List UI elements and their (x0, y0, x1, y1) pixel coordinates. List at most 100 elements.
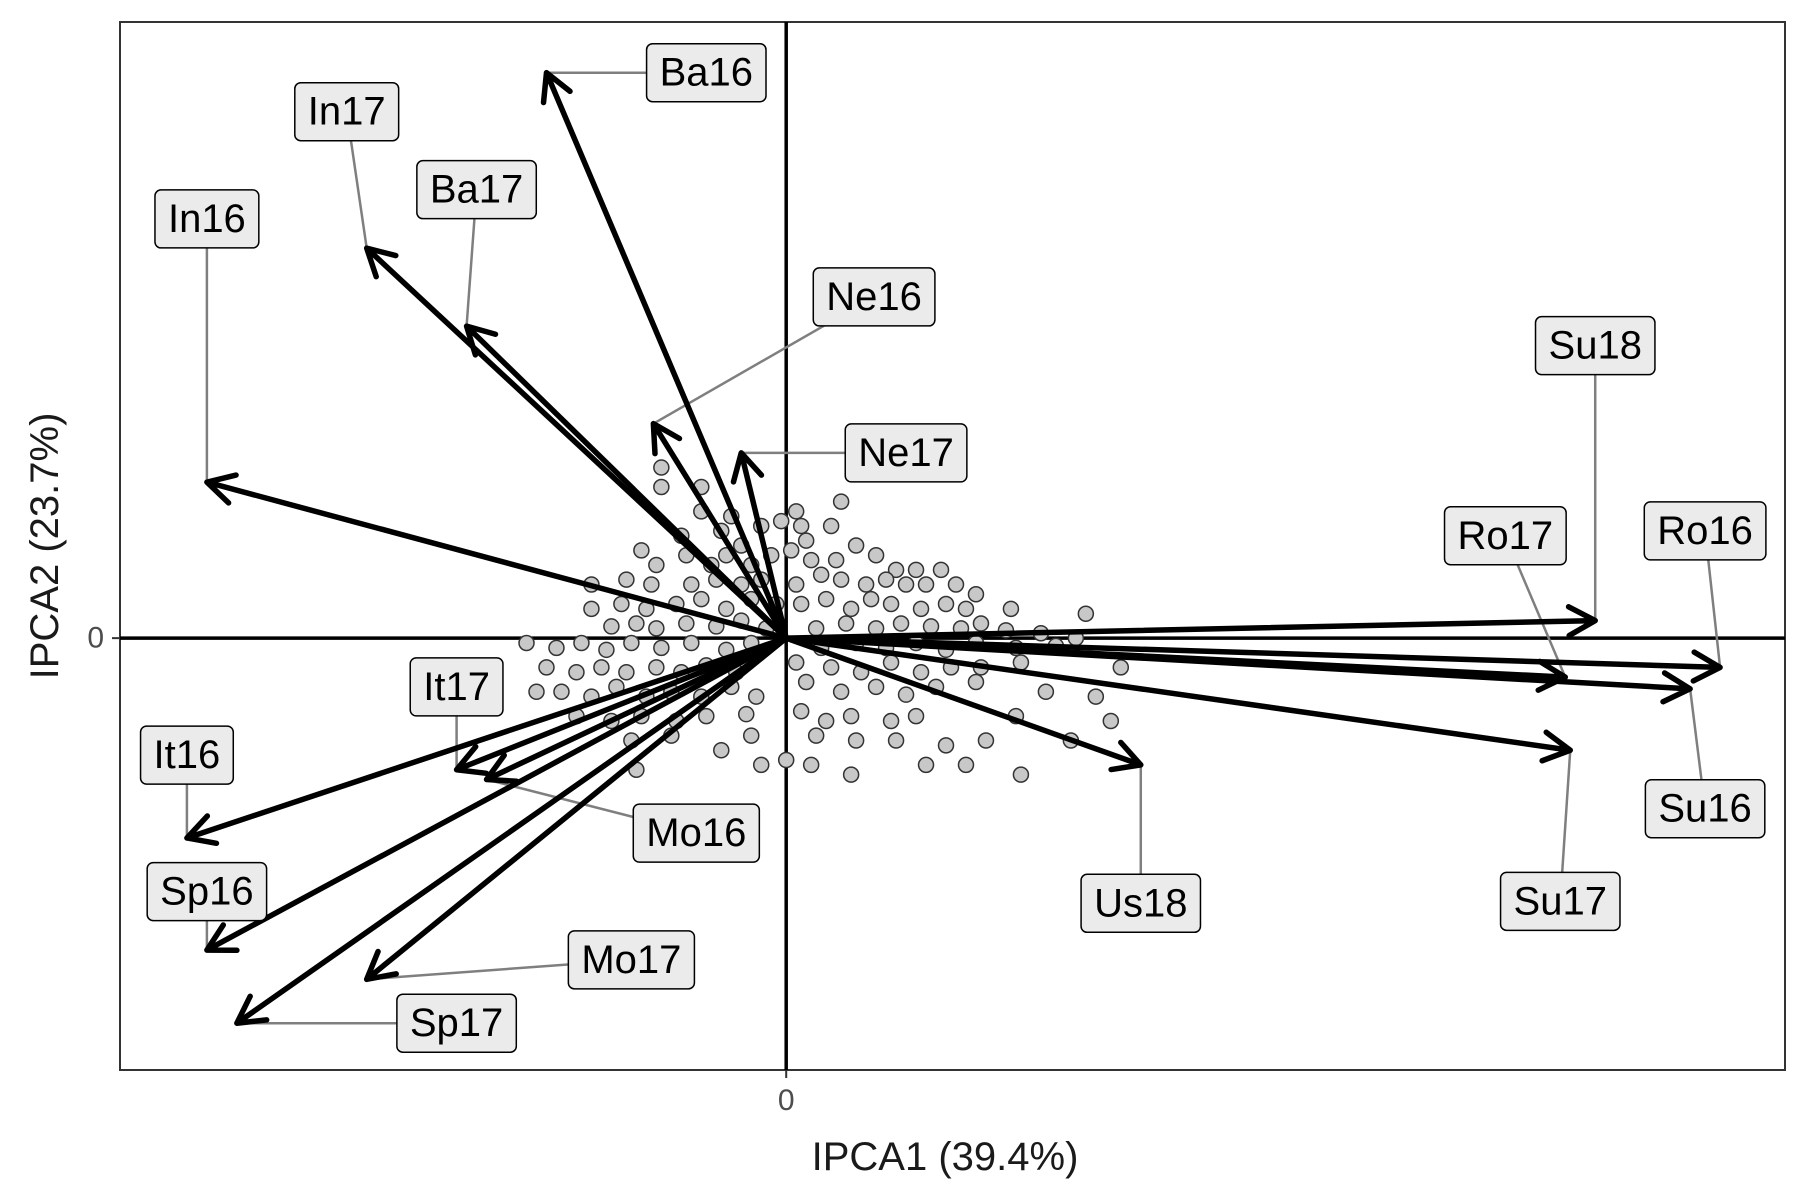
environment-name: In16 (168, 197, 246, 241)
genotype-point (912, 600, 930, 618)
genotype-point (882, 712, 900, 730)
genotype-point (628, 615, 645, 632)
genotype-point (772, 512, 790, 530)
environment-vector-ne17 (730, 450, 789, 641)
genotype-point (633, 542, 650, 559)
environment-label-us18: Us18 (1080, 873, 1202, 934)
genotype-point (618, 663, 635, 681)
genotype-point (922, 618, 940, 635)
genotype-point (867, 547, 885, 564)
genotype-point (603, 618, 620, 635)
environment-label-sp16: Sp16 (146, 861, 268, 922)
x-tick-label: 0 (778, 1084, 795, 1117)
environment-vector-ne16 (650, 420, 789, 641)
environment-name: Sp17 (410, 1001, 503, 1045)
environment-name: It16 (154, 733, 221, 777)
environment-vector-it17 (453, 635, 789, 777)
genotype-point (917, 756, 935, 774)
genotype-point (648, 620, 665, 637)
genotype-point (718, 600, 735, 618)
environment-labels: In17 Ba16 In16 Ba17 Ne16 Ne17 It17 It16 Mo16 Sp16… (139, 42, 1767, 1053)
genotype-point (792, 517, 810, 535)
genotype-point (847, 537, 865, 554)
genotype-point (957, 600, 975, 618)
genotype-point (857, 576, 875, 593)
label-box (1534, 315, 1656, 376)
environment-name: In17 (308, 90, 386, 134)
genotype-point (887, 561, 905, 579)
environment-vector-su17 (783, 635, 1574, 764)
environment-name: Su17 (1514, 879, 1607, 923)
genotype-point (832, 493, 850, 510)
environment-name: Ro16 (1657, 509, 1753, 553)
environment-vector-mo16 (483, 635, 789, 785)
genotype-point (643, 576, 660, 593)
environment-vector-ba16 (540, 69, 789, 641)
genotype-point (967, 586, 985, 603)
genotype-point (972, 615, 990, 632)
genotype-point (518, 634, 535, 652)
environment-label-su16: Su16 (1644, 778, 1766, 839)
label-box (1443, 506, 1567, 566)
label-box (154, 189, 260, 249)
environment-name: Ba17 (430, 168, 523, 212)
environment-name: It17 (423, 665, 490, 709)
genotype-point (648, 659, 665, 676)
genotype-point (842, 600, 860, 618)
environment-label-in16: In16 (154, 189, 260, 249)
environment-name: Ne17 (858, 431, 954, 475)
label-box (1499, 871, 1621, 932)
environment-label-it16: It16 (139, 725, 235, 785)
genotype-point (538, 659, 555, 676)
environment-name: Su18 (1549, 324, 1642, 368)
environment-label-sp17: Sp17 (396, 993, 518, 1053)
genotype-point (792, 595, 810, 613)
genotype-point (882, 654, 900, 671)
genotype-point (907, 707, 925, 725)
genotype-point (598, 641, 615, 659)
label-box (844, 423, 968, 483)
environment-label-ro16: Ro16 (1643, 501, 1767, 561)
environment-label-su17: Su17 (1499, 871, 1621, 932)
genotype-point (623, 634, 640, 652)
genotype-point (653, 478, 670, 496)
environment-name: Mo16 (646, 811, 746, 855)
environment-label-ba17: Ba17 (416, 159, 538, 220)
genotype-point (683, 634, 700, 652)
environment-label-in17: In17 (294, 81, 400, 142)
genotype-point (787, 654, 805, 671)
y-tick-label: 0 (87, 622, 104, 655)
environment-vector-us18 (783, 635, 1144, 773)
genotype-point (937, 737, 955, 754)
environment-name: Sp16 (160, 870, 253, 914)
genotype-point (897, 686, 915, 703)
genotype-point (892, 615, 910, 632)
environment-vector-sp17 (234, 635, 789, 1026)
environment-label-ro17: Ro17 (1443, 506, 1567, 566)
x-axis-title: IPCA1 (39.4%) (812, 1135, 1079, 1179)
genotype-point (683, 576, 700, 593)
environment-vector-sp16 (204, 635, 789, 954)
genotype-point (802, 551, 820, 569)
genotype-point (1012, 766, 1030, 783)
genotype-point (977, 732, 995, 749)
label-box (416, 159, 538, 220)
label-box (567, 930, 696, 990)
label-box (645, 42, 767, 103)
genotype-point (553, 683, 570, 700)
environment-vector-it16 (184, 635, 789, 847)
genotype-point (1077, 605, 1095, 623)
genotype-point (807, 727, 825, 744)
genotype-point (877, 571, 895, 588)
genotype-point (678, 615, 695, 632)
genotype-point (882, 595, 900, 613)
environment-name: Us18 (1094, 881, 1187, 925)
label-box (409, 657, 504, 717)
genotype-point (792, 702, 810, 720)
genotype-point (693, 590, 710, 608)
genotype-point (957, 756, 975, 774)
genotype-point (827, 551, 845, 569)
genotype-point (1002, 600, 1020, 618)
genotype-point (747, 688, 765, 705)
